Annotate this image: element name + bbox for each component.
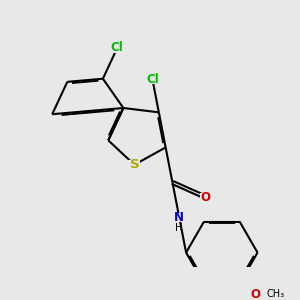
Text: O: O (200, 190, 210, 203)
FancyBboxPatch shape (250, 290, 261, 298)
Text: H: H (176, 223, 183, 232)
FancyBboxPatch shape (174, 213, 184, 222)
FancyBboxPatch shape (261, 290, 285, 299)
FancyBboxPatch shape (110, 43, 124, 52)
Text: Cl: Cl (111, 41, 124, 55)
Text: CH₃: CH₃ (266, 289, 284, 299)
Text: S: S (130, 158, 139, 171)
FancyBboxPatch shape (128, 160, 140, 170)
Text: Cl: Cl (146, 73, 159, 85)
Text: O: O (250, 288, 260, 300)
FancyBboxPatch shape (146, 74, 159, 84)
Text: N: N (174, 211, 184, 224)
FancyBboxPatch shape (200, 193, 210, 201)
